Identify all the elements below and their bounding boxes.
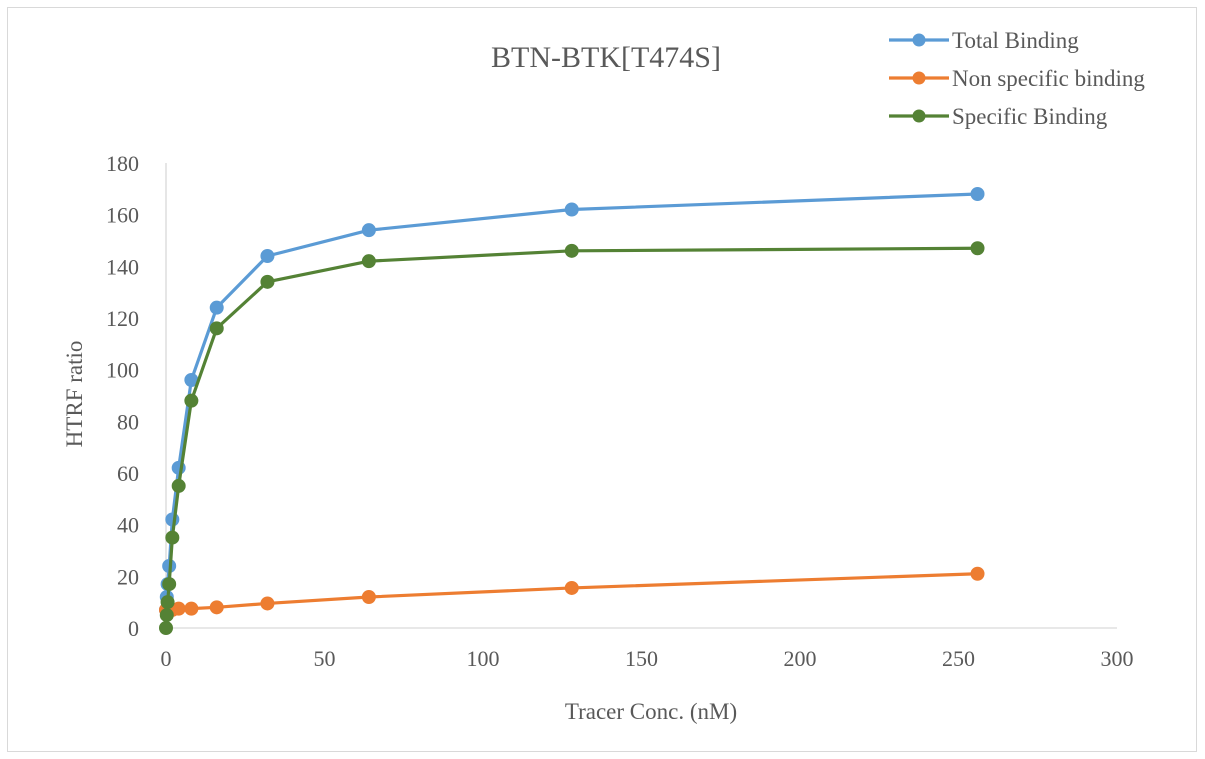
x-tick-label: 250 xyxy=(942,646,975,671)
data-point xyxy=(564,202,579,217)
data-point xyxy=(159,608,174,623)
legend-item: Non specific binding xyxy=(889,66,1145,91)
legend-label: Specific Binding xyxy=(952,104,1108,129)
y-axis-title: HTRF ratio xyxy=(62,341,87,448)
legend: Total Binding Non specific binding Specifi… xyxy=(889,28,1145,129)
chart-title: BTN-BTK[T474S] xyxy=(491,41,721,74)
y-tick-label: 80 xyxy=(117,409,139,434)
y-tick-label: 40 xyxy=(117,513,139,538)
series-layer xyxy=(159,187,985,635)
legend-item: Total Binding xyxy=(889,28,1079,53)
x-tick-label: 200 xyxy=(784,646,817,671)
x-tick-label: 300 xyxy=(1101,646,1134,671)
series-line xyxy=(164,246,978,629)
data-point xyxy=(159,621,173,635)
data-point xyxy=(564,243,579,258)
data-point xyxy=(184,393,199,408)
y-tick-label: 180 xyxy=(106,151,139,176)
y-tick-label: 140 xyxy=(106,254,139,279)
x-tick-label: 50 xyxy=(314,646,336,671)
x-tick-label: 100 xyxy=(467,646,500,671)
x-axis-title: Tracer Conc. (nM) xyxy=(565,699,737,724)
x-tick-label: 150 xyxy=(625,646,658,671)
data-point xyxy=(260,596,275,611)
y-tick-label: 0 xyxy=(128,616,139,641)
data-point xyxy=(260,274,275,289)
legend-item: Specific Binding xyxy=(889,104,1108,129)
data-point xyxy=(209,600,224,615)
legend-label: Non specific binding xyxy=(952,66,1145,91)
data-point xyxy=(564,580,579,595)
data-point xyxy=(165,512,180,527)
y-tick-label: 60 xyxy=(117,461,139,486)
series-non-specific-binding xyxy=(159,566,985,617)
data-point xyxy=(260,249,275,263)
y-tick-label: 20 xyxy=(117,564,139,589)
legend-marker xyxy=(912,71,926,85)
data-point xyxy=(184,601,199,616)
data-point xyxy=(361,223,376,238)
data-point xyxy=(361,254,376,269)
data-point xyxy=(209,300,224,315)
legend-label: Total Binding xyxy=(952,28,1079,53)
y-tick-label: 160 xyxy=(106,203,139,228)
legend-marker xyxy=(912,33,926,47)
data-point xyxy=(361,590,376,604)
series-specific-binding xyxy=(159,241,985,635)
data-point xyxy=(165,530,180,545)
data-point xyxy=(160,595,175,610)
data-point xyxy=(171,478,186,493)
data-point xyxy=(970,566,985,581)
data-point xyxy=(970,241,985,256)
y-tick-label: 100 xyxy=(106,358,139,383)
data-point xyxy=(162,577,177,592)
data-point xyxy=(209,321,224,336)
x-tick-label: 0 xyxy=(161,646,172,671)
legend-marker xyxy=(912,109,926,123)
data-point xyxy=(970,187,985,201)
y-tick-label: 120 xyxy=(106,306,139,331)
axes: 0 50 100 150 200 250 300 0 20 40 60 80 100 120 140 160 1… xyxy=(106,151,1134,671)
